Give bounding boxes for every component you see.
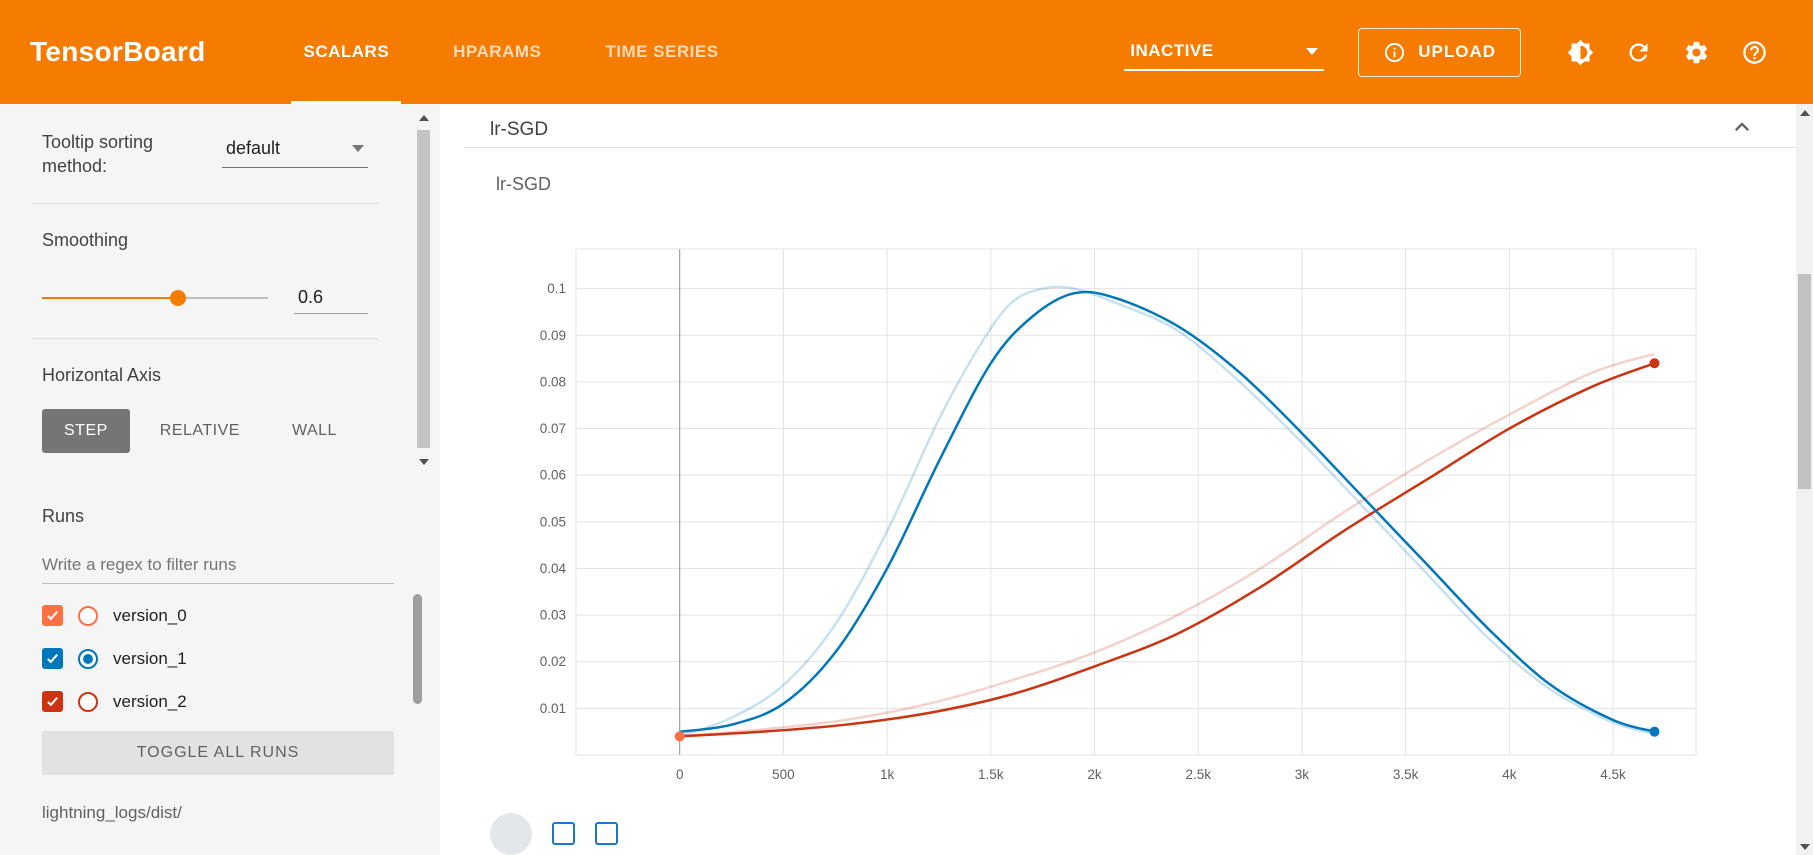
sidebar-scrollbar[interactable] — [415, 110, 432, 470]
horizontal-axis-label: Horizontal Axis — [42, 364, 162, 385]
run-row[interactable]: version_0 — [42, 594, 394, 637]
svg-text:4k: 4k — [1502, 767, 1517, 782]
sidebar-settings-section: Tooltip sorting method: default Smoothin… — [0, 104, 440, 476]
chart-action-button[interactable] — [552, 822, 575, 845]
settings-button[interactable] — [1667, 23, 1725, 81]
run-selector-button[interactable] — [490, 813, 532, 855]
svg-text:1.5k: 1.5k — [978, 767, 1004, 782]
smoothing-slider[interactable] — [42, 289, 268, 307]
run-list: version_0 version_1 version_2 — [42, 594, 394, 723]
svg-text:500: 500 — [772, 767, 795, 782]
svg-text:0.03: 0.03 — [540, 608, 566, 623]
divider — [32, 337, 378, 339]
sidebar: Tooltip sorting method: default Smoothin… — [0, 104, 440, 855]
main-panel: lr-SGD lr-SGD 0.01 0.02 0.03 0.04 0.05 0.06 0.… — [440, 104, 1796, 855]
svg-text:0.09: 0.09 — [540, 328, 566, 343]
svg-text:0.04: 0.04 — [540, 561, 567, 576]
runs-filter-input[interactable] — [42, 547, 394, 584]
run-label: version_2 — [113, 691, 187, 711]
run-radio-icon[interactable] — [78, 648, 98, 669]
tab-scalars[interactable]: SCALARS — [291, 0, 401, 104]
run-checkbox-icon[interactable] — [42, 691, 63, 712]
axis-option-wall[interactable]: WALL — [270, 409, 359, 453]
svg-text:0.06: 0.06 — [540, 468, 566, 483]
svg-text:3.5k: 3.5k — [1393, 767, 1419, 782]
scalar-group-header[interactable]: lr-SGD — [464, 112, 1796, 148]
svg-text:0.07: 0.07 — [540, 421, 566, 436]
svg-text:0.1: 0.1 — [547, 281, 566, 296]
run-label: version_1 — [113, 648, 187, 668]
app-logo: TensorBoard — [30, 36, 206, 67]
scroll-up-arrow-icon[interactable] — [1796, 104, 1813, 121]
run-checkbox-icon[interactable] — [42, 648, 63, 669]
smoothing-value-input[interactable]: 0.6 — [294, 282, 368, 314]
tooltip-sorting-label: Tooltip sorting method: — [42, 132, 154, 177]
data-source-value: INACTIVE — [1130, 41, 1214, 60]
run-checkbox-icon[interactable] — [42, 605, 63, 626]
run-radio-icon[interactable] — [78, 605, 98, 626]
axis-option-step[interactable]: STEP — [42, 409, 130, 454]
svg-text:0.02: 0.02 — [540, 654, 566, 669]
gear-icon — [1683, 39, 1710, 66]
run-list-scrollbar[interactable] — [413, 594, 422, 704]
chart-toolbar — [490, 813, 1796, 855]
vertical-scrollbar[interactable] — [1796, 104, 1813, 855]
scroll-up-arrow-icon[interactable] — [415, 110, 432, 126]
chart-card: lr-SGD 0.01 0.02 0.03 0.04 0.05 0.06 0.07 0.08 0… — [440, 148, 1796, 855]
horizontal-axis-options: STEP RELATIVE WALL — [42, 409, 368, 454]
help-icon — [1741, 39, 1768, 66]
run-radio-icon[interactable] — [78, 691, 98, 712]
help-button[interactable] — [1725, 23, 1783, 81]
tooltip-sorting-value: default — [226, 138, 281, 158]
svg-text:0: 0 — [676, 767, 684, 782]
svg-text:0.01: 0.01 — [540, 701, 566, 716]
nav-tabs: SCALARS HPARAMS TIME SERIES — [271, 0, 750, 104]
slider-fill — [42, 296, 178, 299]
tooltip-sorting-dropdown[interactable]: default — [222, 130, 368, 168]
smoothing-label: Smoothing — [42, 229, 129, 250]
runs-section: Runs version_0 version_1 version_2 TOGGLE … — [0, 476, 440, 855]
data-source-dropdown[interactable]: INACTIVE — [1124, 33, 1325, 71]
svg-text:0.08: 0.08 — [540, 374, 566, 389]
svg-text:3k: 3k — [1295, 767, 1310, 782]
run-label: version_0 — [113, 605, 187, 625]
app-header: TensorBoard SCALARS HPARAMS TIME SERIES IN… — [0, 0, 1813, 104]
runs-title: Runs — [42, 506, 85, 526]
svg-text:4.5k: 4.5k — [1600, 767, 1626, 782]
scrollbar-thumb[interactable] — [417, 130, 430, 448]
upload-button[interactable]: UPLOAD — [1358, 27, 1521, 77]
svg-text:2.5k: 2.5k — [1185, 767, 1211, 782]
chart-title: lr-SGD — [496, 174, 551, 194]
svg-text:1k: 1k — [880, 767, 895, 782]
refresh-icon — [1625, 39, 1652, 66]
caret-down-icon — [352, 145, 364, 152]
divider — [32, 202, 378, 204]
scrollbar-thumb[interactable] — [1798, 274, 1811, 489]
scroll-down-arrow-icon[interactable] — [1796, 838, 1813, 855]
tab-time-series[interactable]: TIME SERIES — [605, 42, 719, 61]
header-actions: INACTIVE UPLOAD — [1124, 23, 1783, 81]
run-row[interactable]: version_2 — [42, 680, 394, 723]
log-directory-label: lightning_logs/dist/ — [42, 803, 182, 822]
caret-down-icon — [1306, 47, 1319, 55]
scroll-down-arrow-icon[interactable] — [415, 454, 432, 470]
scalar-chart[interactable]: 0.01 0.02 0.03 0.04 0.05 0.06 0.07 0.08 0.09 0.1 0… — [476, 199, 1736, 799]
scalar-group-title: lr-SGD — [490, 118, 549, 140]
info-icon — [1383, 41, 1406, 64]
upload-label: UPLOAD — [1418, 42, 1496, 61]
run-row[interactable]: version_1 — [42, 637, 394, 680]
theme-toggle-button[interactable] — [1551, 23, 1609, 81]
chart-action-button[interactable] — [595, 822, 618, 845]
svg-text:0.05: 0.05 — [540, 514, 566, 529]
axis-option-relative[interactable]: RELATIVE — [138, 409, 262, 453]
brightness-icon — [1567, 39, 1594, 66]
refresh-button[interactable] — [1609, 23, 1667, 81]
slider-knob[interactable] — [169, 289, 186, 306]
svg-text:2k: 2k — [1087, 767, 1102, 782]
tab-hparams[interactable]: HPARAMS — [453, 42, 542, 61]
toggle-all-runs-button[interactable]: TOGGLE ALL RUNS — [42, 731, 394, 775]
chevron-up-icon[interactable] — [1728, 113, 1756, 146]
